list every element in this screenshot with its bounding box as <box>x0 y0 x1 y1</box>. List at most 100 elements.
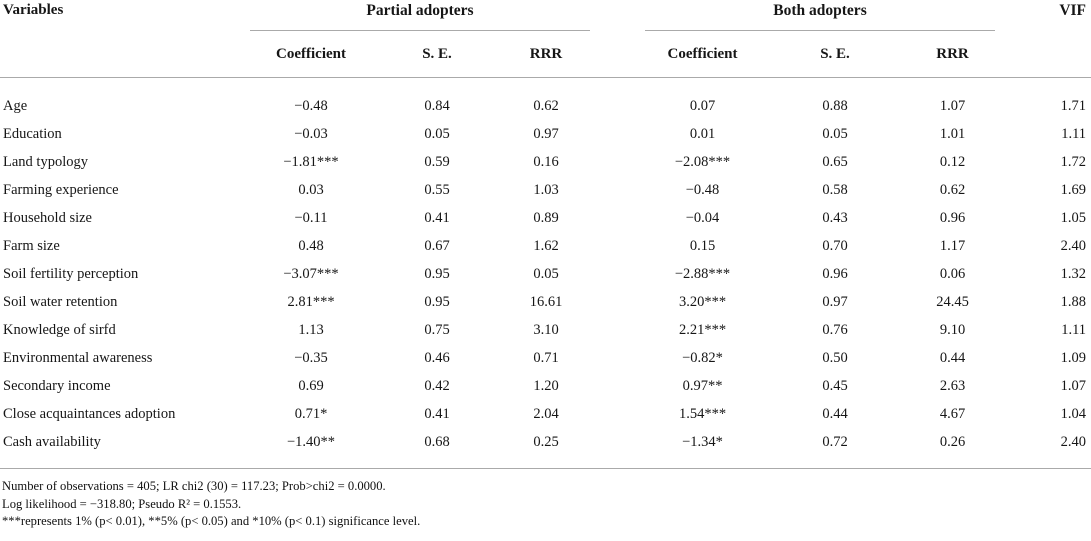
cell-both-rrr: 2.63 <box>939 377 966 394</box>
cell-variable: Land typology <box>3 153 88 170</box>
cell-variable: Education <box>3 125 62 142</box>
table-row: Close acquaintances adoption 0.71* 0.41 … <box>0 400 1091 428</box>
cell-partial-se: 0.68 <box>424 433 450 450</box>
cell-both-coefficient: −2.08*** <box>674 153 731 170</box>
note-significance: ***represents 1% (p< 0.01), **5% (p< 0.0… <box>2 514 421 528</box>
cell-variable: Knowledge of sirfd <box>3 321 116 338</box>
group-gap <box>590 0 645 31</box>
cell-both-coefficient: 0.97** <box>682 377 723 394</box>
note-observations: Number of observations = 405; LR chi2 (3… <box>2 479 386 493</box>
partial-rrr-header: RRR <box>502 30 590 78</box>
cell-variable: Environmental awareness <box>3 349 153 366</box>
table-body: Age −0.48 0.84 0.62 0.07 0.88 1.07 1.71 … <box>0 78 1091 469</box>
table-row: Cash availability −1.40** 0.68 0.25 −1.3… <box>0 428 1091 469</box>
cell-gap <box>590 120 645 148</box>
cell-partial-rrr: 1.20 <box>533 377 559 394</box>
cell-both-se: 0.76 <box>822 321 848 338</box>
table-row: Education −0.03 0.05 0.97 0.01 0.05 1.01… <box>0 120 1091 148</box>
cell-vif: 1.69 <box>1060 181 1087 198</box>
cell-both-rrr: 0.62 <box>939 181 966 198</box>
cell-both-se: 0.43 <box>822 209 848 226</box>
cell-variable: Cash availability <box>3 433 101 450</box>
cell-partial-se: 0.42 <box>424 377 450 394</box>
cell-partial-coefficient: 0.71* <box>294 405 328 422</box>
cell-partial-coefficient: 0.03 <box>298 181 324 198</box>
cell-both-rrr: 1.17 <box>939 237 966 254</box>
partial-se-header: S. E. <box>372 30 502 78</box>
cell-both-se: 0.50 <box>822 349 848 366</box>
cell-partial-rrr: 1.62 <box>533 237 559 254</box>
cell-both-rrr: 0.12 <box>939 153 966 170</box>
cell-variable: Soil fertility perception <box>3 265 139 282</box>
cell-both-coefficient: 0.15 <box>689 237 716 254</box>
cell-partial-se: 0.41 <box>424 209 450 226</box>
cell-partial-coefficient: −3.07*** <box>283 265 339 282</box>
table-row: Household size −0.11 0.41 0.89 −0.04 0.4… <box>0 204 1091 232</box>
cell-both-se: 0.05 <box>822 125 848 142</box>
cell-both-rrr: 0.26 <box>939 433 966 450</box>
cell-vif: 1.71 <box>1060 97 1087 114</box>
cell-both-se: 0.70 <box>822 237 848 254</box>
cell-partial-rrr: 16.61 <box>529 293 563 310</box>
cell-vif: 1.07 <box>1060 377 1087 394</box>
cell-vif: 1.11 <box>1061 321 1087 338</box>
cell-partial-se: 0.55 <box>424 181 450 198</box>
cell-both-se: 0.44 <box>822 405 848 422</box>
cell-gap <box>590 204 645 232</box>
subheader-gap <box>590 30 645 78</box>
cell-partial-se: 0.84 <box>424 97 450 114</box>
table-row: Soil water retention 2.81*** 0.95 16.61 … <box>0 288 1091 316</box>
cell-partial-rrr: 3.10 <box>533 321 559 338</box>
table-row: Knowledge of sirfd 1.13 0.75 3.10 2.21**… <box>0 316 1091 344</box>
partial-coefficient-header: Coefficient <box>250 30 372 78</box>
cell-vif: 2.40 <box>1060 237 1087 254</box>
cell-both-rrr: 9.10 <box>939 321 966 338</box>
cell-vif: 1.09 <box>1060 349 1087 366</box>
cell-partial-se: 0.46 <box>424 349 450 366</box>
table-row: Secondary income 0.69 0.42 1.20 0.97** 0… <box>0 372 1091 400</box>
cell-both-coefficient: 3.20*** <box>678 293 727 310</box>
both-coefficient-header: Coefficient <box>645 30 760 78</box>
cell-both-se: 0.65 <box>822 153 848 170</box>
cell-partial-coefficient: −0.35 <box>294 349 328 366</box>
both-rrr-header: RRR <box>910 30 996 78</box>
cell-partial-coefficient: −0.03 <box>294 125 328 142</box>
cell-gap <box>590 260 645 288</box>
cell-partial-se: 0.95 <box>424 293 450 310</box>
cell-partial-coefficient: −0.48 <box>294 97 328 114</box>
cell-both-coefficient: −0.48 <box>685 181 720 198</box>
cell-gap <box>590 148 645 176</box>
cell-variable: Age <box>3 97 28 114</box>
cell-partial-se: 0.59 <box>424 153 450 170</box>
cell-partial-rrr: 0.97 <box>533 125 559 142</box>
table-row: Land typology −1.81*** 0.59 0.16 −2.08**… <box>0 148 1091 176</box>
cell-variable: Household size <box>3 209 92 226</box>
cell-partial-coefficient: 1.13 <box>298 321 324 338</box>
cell-vif: 1.05 <box>1060 209 1087 226</box>
cell-both-se: 0.72 <box>822 433 848 450</box>
vif-header: VIF <box>1059 2 1087 19</box>
table-row: Farm size 0.48 0.67 1.62 0.15 0.70 1.17 … <box>0 232 1091 260</box>
cell-both-se: 0.58 <box>822 181 848 198</box>
cell-gap <box>590 428 645 469</box>
cell-partial-coefficient: −1.40** <box>286 433 336 450</box>
both-se-header: S. E. <box>760 30 910 78</box>
cell-both-coefficient: −0.04 <box>685 209 720 226</box>
cell-gap <box>590 400 645 428</box>
cell-vif: 1.11 <box>1061 125 1087 142</box>
table-notes: Number of observations = 405; LR chi2 (3… <box>2 478 1091 531</box>
cell-partial-rrr: 0.25 <box>533 433 559 450</box>
cell-variable: Secondary income <box>3 377 111 394</box>
cell-variable: Soil water retention <box>3 293 118 310</box>
cell-partial-rrr: 0.71 <box>533 349 559 366</box>
cell-vif: 2.40 <box>1060 433 1087 450</box>
regression-table: Variables Partial adopters Both adopters… <box>0 0 1091 469</box>
cell-gap <box>590 372 645 400</box>
cell-gap <box>590 344 645 372</box>
note-likelihood: Log likelihood = −318.80; Pseudo R² = 0.… <box>2 496 242 511</box>
cell-partial-rrr: 0.16 <box>533 153 559 170</box>
cell-both-coefficient: −1.34* <box>682 433 723 450</box>
cell-variable: Close acquaintances adoption <box>3 405 176 422</box>
cell-both-rrr: 24.45 <box>936 293 969 310</box>
